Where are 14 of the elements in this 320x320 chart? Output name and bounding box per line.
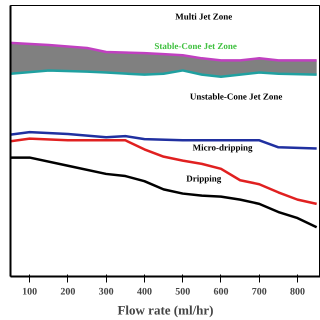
x-tick-label: 800 [290, 286, 306, 298]
annotation: Micro-dripping [192, 142, 254, 152]
x-tick-label: 700 [252, 286, 267, 298]
x-tick-label: 100 [22, 286, 38, 298]
text: Multi Jet Zone [175, 11, 232, 22]
x-tick-label: 400 [136, 286, 152, 298]
x-tick-label: 600 [213, 286, 228, 298]
x-tick-label: 500 [175, 286, 190, 298]
x-axis-title: Flow rate (ml/hr) [117, 302, 214, 318]
annotation: Stable-Cone Jet Zone [154, 40, 237, 51]
annotation: Dripping [186, 173, 222, 184]
annotation: Unstable-Cone Jet Zone [190, 92, 282, 102]
x-tick-label: 300 [98, 286, 114, 298]
x-tick-label: 200 [60, 286, 76, 298]
